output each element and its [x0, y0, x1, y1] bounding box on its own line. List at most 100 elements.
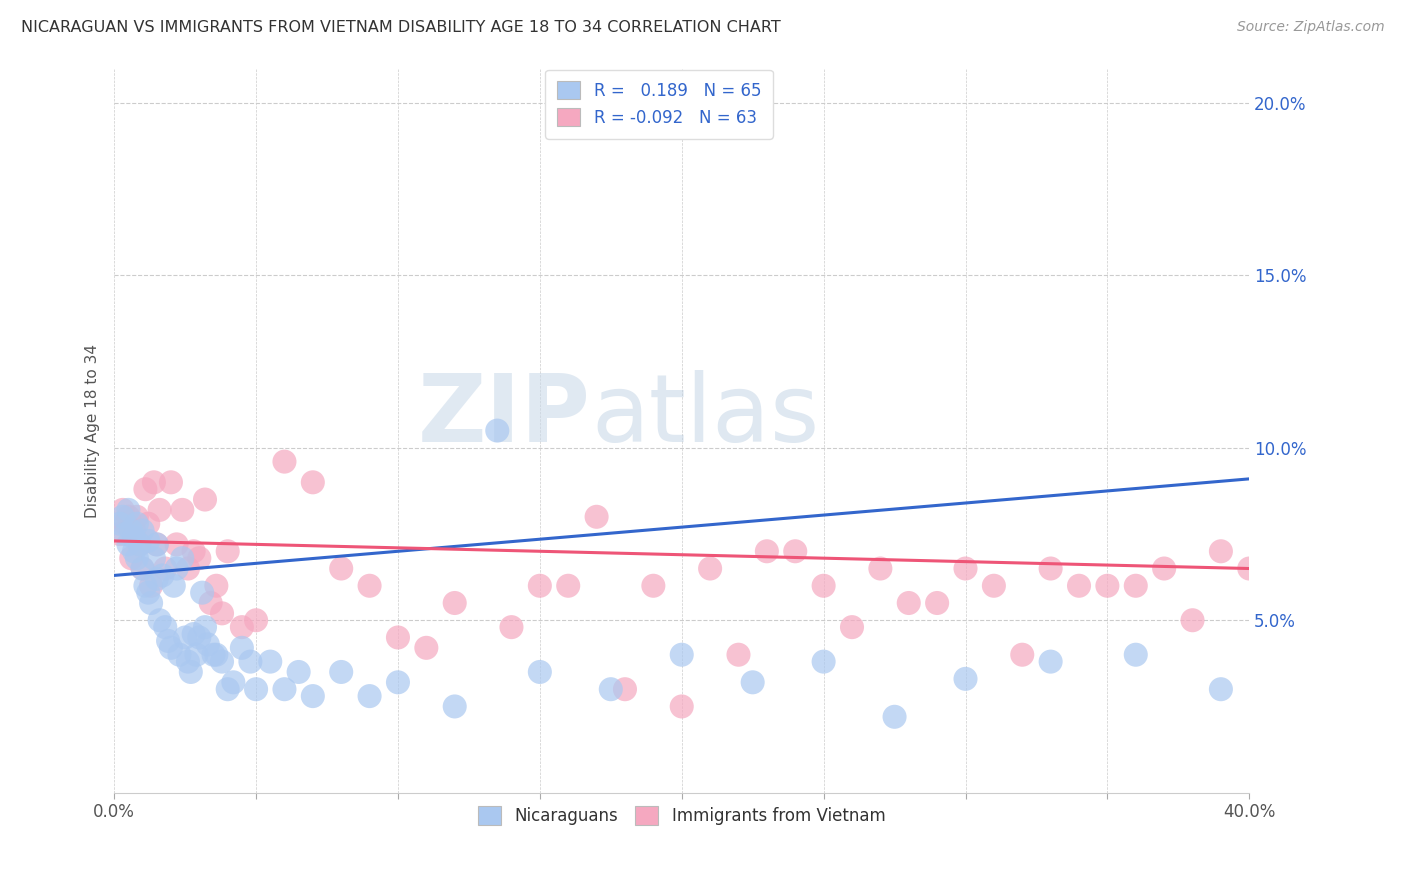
Point: [183, 627, 205, 641]
Point: [186, 648, 208, 662]
Point: [122, 531, 145, 545]
Point: [443, 699, 465, 714]
Point: [955, 672, 977, 686]
Point: [131, 561, 153, 575]
Point: [125, 509, 148, 524]
Point: [1039, 655, 1062, 669]
Point: [114, 527, 136, 541]
Point: [897, 596, 920, 610]
Point: [741, 675, 763, 690]
Point: [172, 503, 194, 517]
Point: [359, 689, 381, 703]
Y-axis label: Disability Age 18 to 34: Disability Age 18 to 34: [86, 343, 100, 517]
Point: [114, 516, 136, 531]
Point: [245, 682, 267, 697]
Point: [443, 596, 465, 610]
Point: [117, 503, 139, 517]
Point: [136, 533, 159, 548]
Point: [217, 544, 239, 558]
Point: [927, 596, 949, 610]
Point: [205, 648, 228, 662]
Point: [755, 544, 778, 558]
Point: [122, 524, 145, 538]
Point: [108, 516, 131, 531]
Point: [1125, 648, 1147, 662]
Point: [983, 579, 1005, 593]
Point: [1097, 579, 1119, 593]
Point: [287, 665, 309, 679]
Point: [205, 579, 228, 593]
Point: [128, 537, 150, 551]
Point: [160, 475, 183, 490]
Text: Source: ZipAtlas.com: Source: ZipAtlas.com: [1237, 20, 1385, 34]
Point: [117, 509, 139, 524]
Point: [1067, 579, 1090, 593]
Point: [1153, 561, 1175, 575]
Point: [194, 492, 217, 507]
Point: [177, 561, 200, 575]
Point: [180, 665, 202, 679]
Point: [136, 516, 159, 531]
Point: [202, 648, 225, 662]
Point: [301, 689, 323, 703]
Text: atlas: atlas: [591, 370, 820, 462]
Point: [188, 551, 211, 566]
Text: ZIP: ZIP: [418, 370, 591, 462]
Point: [671, 699, 693, 714]
Point: [111, 503, 134, 517]
Point: [273, 682, 295, 697]
Point: [1125, 579, 1147, 593]
Point: [145, 537, 167, 551]
Point: [117, 537, 139, 551]
Point: [142, 475, 165, 490]
Point: [120, 551, 142, 566]
Point: [486, 424, 509, 438]
Point: [259, 655, 281, 669]
Point: [955, 561, 977, 575]
Legend: Nicaraguans, Immigrants from Vietnam: Nicaraguans, Immigrants from Vietnam: [468, 797, 896, 835]
Point: [1239, 561, 1261, 575]
Point: [188, 631, 211, 645]
Point: [359, 579, 381, 593]
Point: [643, 579, 665, 593]
Point: [120, 524, 142, 538]
Point: [273, 455, 295, 469]
Point: [1181, 613, 1204, 627]
Point: [145, 537, 167, 551]
Point: [217, 682, 239, 697]
Point: [330, 665, 353, 679]
Point: [157, 634, 180, 648]
Point: [200, 596, 222, 610]
Point: [231, 620, 253, 634]
Point: [813, 655, 835, 669]
Point: [163, 579, 186, 593]
Point: [149, 613, 172, 627]
Point: [699, 561, 721, 575]
Point: [177, 655, 200, 669]
Point: [883, 710, 905, 724]
Point: [122, 544, 145, 558]
Point: [869, 561, 891, 575]
Point: [501, 620, 523, 634]
Point: [813, 579, 835, 593]
Point: [125, 516, 148, 531]
Point: [139, 596, 162, 610]
Point: [211, 655, 233, 669]
Point: [529, 579, 551, 593]
Point: [134, 579, 156, 593]
Point: [785, 544, 807, 558]
Point: [136, 585, 159, 599]
Point: [387, 631, 409, 645]
Point: [169, 648, 191, 662]
Point: [145, 572, 167, 586]
Point: [160, 640, 183, 655]
Point: [152, 568, 174, 582]
Point: [131, 524, 153, 538]
Point: [166, 561, 188, 575]
Point: [557, 579, 579, 593]
Point: [222, 675, 245, 690]
Point: [727, 648, 749, 662]
Point: [1209, 682, 1232, 697]
Point: [231, 640, 253, 655]
Point: [131, 561, 153, 575]
